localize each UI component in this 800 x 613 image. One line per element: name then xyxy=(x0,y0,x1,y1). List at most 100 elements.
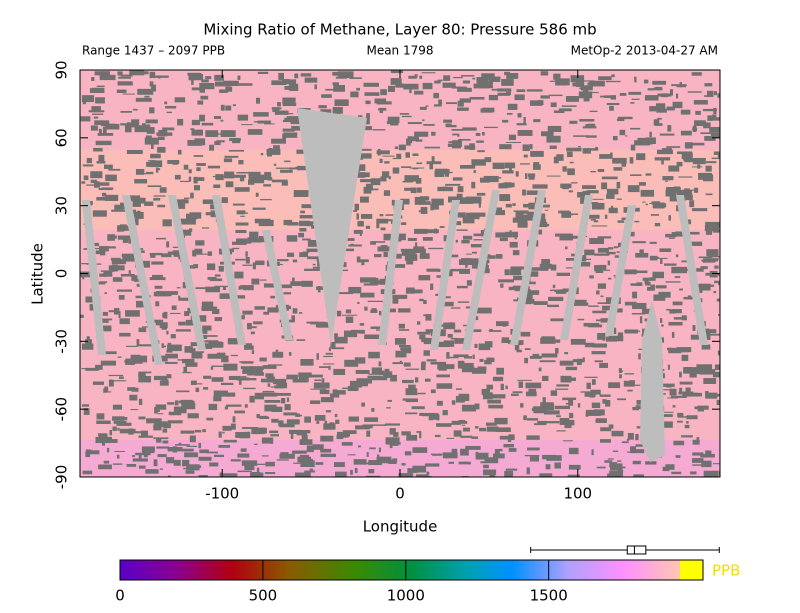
cloud-mask xyxy=(500,283,504,288)
cloud-mask xyxy=(640,189,655,197)
cloud-mask xyxy=(410,187,417,194)
cloud-mask xyxy=(711,157,720,160)
cloud-mask xyxy=(408,75,417,79)
cloud-mask xyxy=(206,263,216,271)
cloud-mask xyxy=(458,259,475,265)
cloud-mask xyxy=(184,346,193,353)
cloud-mask xyxy=(680,130,692,136)
cloud-mask xyxy=(143,124,151,129)
colorbar-tick-label: 1500 xyxy=(530,587,568,605)
cloud-mask xyxy=(681,152,693,160)
cloud-mask xyxy=(422,119,425,122)
cloud-mask xyxy=(304,268,320,271)
cloud-mask xyxy=(484,157,492,163)
cloud-mask xyxy=(448,356,459,359)
cloud-mask xyxy=(297,414,303,417)
cloud-mask xyxy=(701,344,711,350)
cloud-mask xyxy=(128,237,131,244)
cloud-mask xyxy=(655,285,667,289)
cloud-mask xyxy=(283,412,297,416)
cloud-mask xyxy=(636,282,643,286)
cloud-mask xyxy=(458,360,464,363)
cloud-mask xyxy=(282,128,295,132)
cloud-mask xyxy=(460,435,473,438)
cloud-mask xyxy=(271,418,279,423)
cloud-mask xyxy=(475,426,479,429)
cloud-mask xyxy=(159,322,168,329)
cloud-mask xyxy=(125,310,140,317)
cloud-mask xyxy=(568,399,574,406)
cloud-mask xyxy=(249,366,264,371)
cloud-mask xyxy=(359,332,366,334)
cloud-mask xyxy=(155,301,160,307)
cloud-mask xyxy=(525,271,539,277)
cloud-mask xyxy=(698,256,713,259)
cloud-mask xyxy=(637,137,653,145)
cloud-mask xyxy=(335,88,343,91)
cloud-mask xyxy=(560,183,572,189)
cloud-mask xyxy=(325,88,340,91)
cloud-mask xyxy=(252,262,256,270)
cloud-mask xyxy=(564,352,569,355)
cloud-mask xyxy=(591,402,601,409)
cloud-mask xyxy=(350,243,354,246)
cloud-mask xyxy=(416,431,422,433)
cloud-mask xyxy=(200,330,208,334)
cloud-mask xyxy=(171,291,178,295)
cloud-mask xyxy=(304,416,312,423)
cloud-mask xyxy=(380,227,386,231)
cloud-mask xyxy=(198,475,208,477)
cloud-mask xyxy=(706,249,719,256)
cloud-mask xyxy=(334,471,347,477)
cloud-mask xyxy=(412,167,419,170)
cloud-mask xyxy=(195,240,205,246)
cloud-mask xyxy=(458,393,470,400)
cloud-mask xyxy=(401,431,411,436)
cloud-mask xyxy=(676,347,692,353)
cloud-mask xyxy=(207,165,221,169)
cloud-mask xyxy=(586,190,599,194)
cloud-mask xyxy=(692,157,706,165)
cloud-mask xyxy=(478,203,481,208)
cloud-mask xyxy=(350,91,359,98)
cloud-mask xyxy=(157,413,164,415)
cloud-mask xyxy=(659,248,672,253)
cloud-mask xyxy=(576,358,582,366)
cloud-mask xyxy=(186,445,198,448)
cloud-mask xyxy=(701,460,712,468)
cloud-mask xyxy=(118,295,125,300)
cloud-mask xyxy=(267,177,273,181)
cloud-mask xyxy=(403,253,418,255)
cloud-mask xyxy=(211,365,228,367)
cloud-mask xyxy=(606,194,615,199)
cloud-mask xyxy=(428,415,434,421)
cloud-mask xyxy=(315,462,324,465)
cloud-mask xyxy=(108,310,116,313)
cloud-mask xyxy=(528,174,535,180)
cloud-mask xyxy=(91,77,95,81)
cloud-mask xyxy=(686,415,698,420)
cloud-mask xyxy=(263,184,272,187)
cloud-mask xyxy=(418,275,431,281)
cloud-mask xyxy=(94,71,110,76)
cloud-mask xyxy=(242,285,254,291)
cloud-mask xyxy=(150,160,163,168)
cloud-mask xyxy=(558,210,570,214)
cloud-mask xyxy=(370,309,378,313)
cloud-mask xyxy=(530,150,544,157)
cloud-mask xyxy=(320,435,334,442)
cloud-mask xyxy=(191,129,203,136)
cloud-mask xyxy=(468,329,482,333)
cloud-mask xyxy=(362,424,374,427)
cloud-mask xyxy=(153,197,161,201)
cloud-mask xyxy=(158,129,168,137)
cloud-mask xyxy=(677,420,683,423)
cloud-mask xyxy=(131,355,148,363)
cloud-mask xyxy=(213,396,222,402)
cloud-mask xyxy=(503,444,515,448)
cloud-mask xyxy=(689,231,700,235)
cloud-mask xyxy=(162,428,168,433)
cloud-mask xyxy=(579,119,595,122)
cloud-mask xyxy=(488,330,502,332)
cloud-mask xyxy=(360,292,375,298)
